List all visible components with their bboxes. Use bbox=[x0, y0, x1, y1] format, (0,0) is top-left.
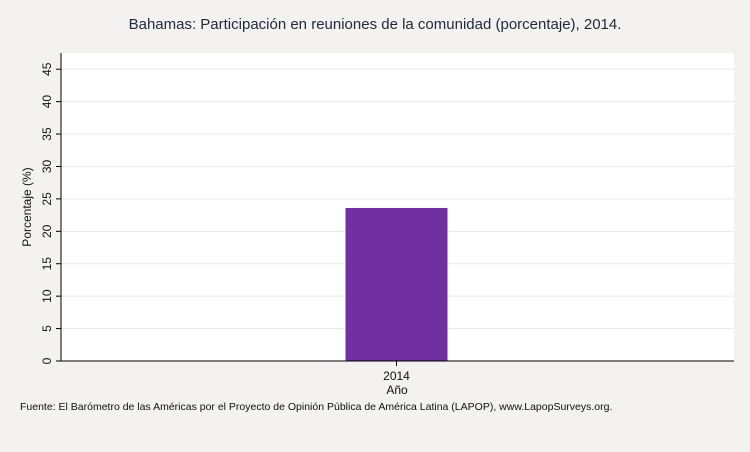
y-tick-label: 10 bbox=[40, 289, 54, 303]
y-tick-label: 30 bbox=[40, 159, 54, 173]
y-tick-label: 0 bbox=[40, 357, 54, 364]
y-tick-label: 15 bbox=[40, 257, 54, 271]
bar-2014 bbox=[345, 207, 448, 361]
x-axis-label: Año bbox=[386, 383, 408, 397]
bars bbox=[345, 207, 448, 361]
y-ticks: 0 5 10 15 20 25 30 35 40 45 bbox=[40, 62, 61, 364]
chart-title: Bahamas: Participación en reuniones de l… bbox=[128, 16, 622, 33]
y-tick-label: 40 bbox=[40, 95, 54, 109]
y-tick-label: 20 bbox=[40, 224, 54, 238]
y-tick-label: 45 bbox=[40, 62, 54, 76]
source-note: Fuente: El Barómetro de las Américas por… bbox=[20, 401, 613, 413]
y-tick-label: 35 bbox=[40, 127, 54, 141]
y-tick-label: 25 bbox=[40, 192, 54, 206]
y-axis-label: Porcentaje (%) bbox=[20, 167, 34, 246]
x-tick-label: 2014 bbox=[383, 369, 410, 383]
x-ticks: 2014 bbox=[383, 361, 410, 383]
y-tick-label: 5 bbox=[40, 325, 54, 332]
